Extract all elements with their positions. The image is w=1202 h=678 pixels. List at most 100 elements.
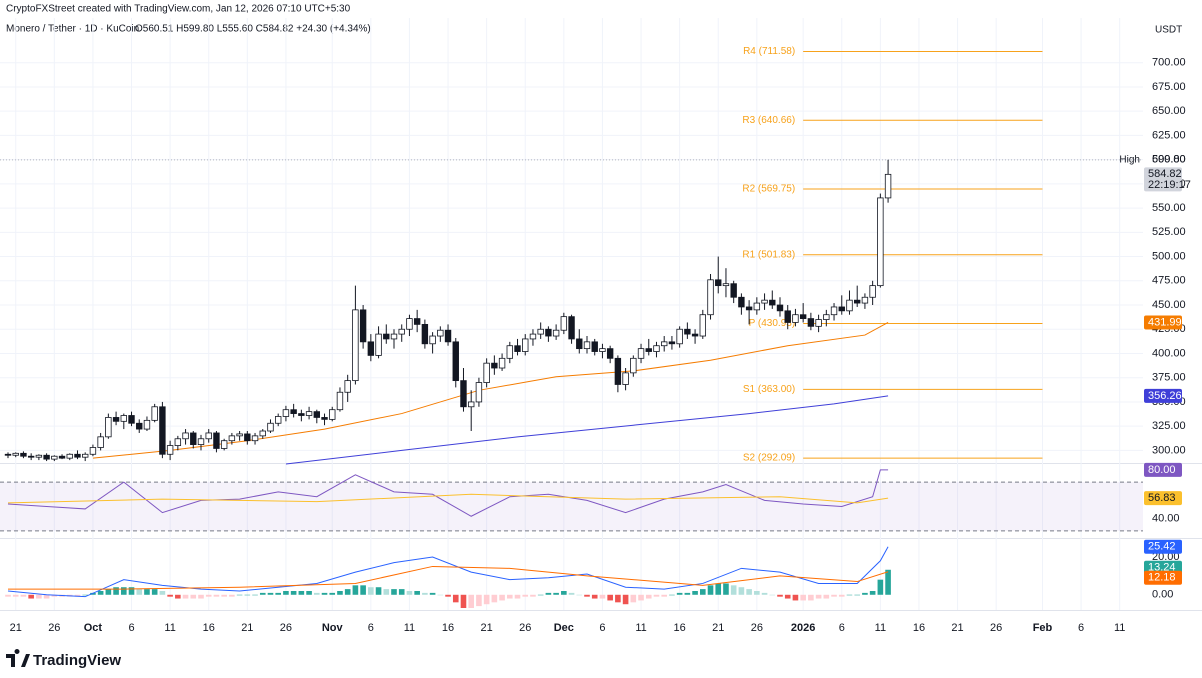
x-tick-label: 11 bbox=[635, 622, 646, 634]
candle-body bbox=[267, 422, 274, 432]
candle-body bbox=[282, 409, 290, 417]
last-price: 584.82 bbox=[1148, 168, 1182, 180]
candle-body bbox=[220, 440, 228, 449]
y-tick-label: 475.00 bbox=[1152, 275, 1186, 287]
x-tick-label: 11 bbox=[875, 622, 886, 634]
candle-body bbox=[305, 411, 313, 416]
candle-body bbox=[591, 341, 598, 352]
histogram-bar bbox=[259, 592, 266, 595]
histogram-bar bbox=[28, 594, 34, 599]
candle-body bbox=[321, 417, 328, 420]
histogram-bar bbox=[530, 594, 536, 597]
histogram-bar bbox=[808, 594, 814, 601]
candle-body bbox=[753, 302, 761, 311]
pivot-label: S2 (292.09) bbox=[743, 453, 795, 464]
candle-body bbox=[869, 285, 876, 298]
histogram-bar bbox=[653, 594, 660, 597]
pivot-label: S1 (363.00) bbox=[743, 384, 795, 395]
y-tick-label: 700.00 bbox=[1152, 57, 1186, 69]
histogram-bar bbox=[723, 583, 729, 595]
x-tick-label: 6 bbox=[368, 622, 374, 634]
histogram-bar bbox=[198, 594, 204, 599]
x-tick-label: 16 bbox=[442, 622, 454, 634]
candle-body bbox=[568, 316, 575, 340]
candle-body bbox=[784, 310, 791, 323]
histogram-bar bbox=[599, 594, 606, 599]
y-tick-label: 550.00 bbox=[1152, 202, 1186, 214]
ma-value: 356.26 bbox=[1148, 390, 1182, 402]
candle-body bbox=[653, 345, 660, 352]
pivot-label: R4 (711.58) bbox=[743, 46, 795, 57]
histogram-bar bbox=[445, 594, 451, 597]
candle-body bbox=[274, 416, 282, 424]
countdown: 22:19:17 bbox=[1148, 179, 1191, 191]
histogram-bar bbox=[375, 587, 382, 595]
rsi-line bbox=[7, 469, 889, 517]
histogram-bar bbox=[476, 594, 482, 607]
y-tick-label: 500.00 bbox=[1152, 250, 1186, 262]
histogram-bar bbox=[761, 592, 768, 595]
histogram-bar bbox=[483, 594, 490, 605]
x-tick-label: 11 bbox=[1114, 622, 1125, 634]
candle-body bbox=[136, 422, 143, 430]
candle-body bbox=[51, 455, 58, 460]
x-tick-label: 26 bbox=[751, 622, 763, 634]
histogram-bar bbox=[20, 594, 27, 597]
candle-body bbox=[359, 309, 367, 343]
histogram-bar bbox=[746, 589, 752, 595]
histogram-bar bbox=[700, 589, 706, 595]
histogram-bar bbox=[422, 592, 428, 595]
histogram-bar bbox=[460, 594, 467, 608]
histogram-bar bbox=[314, 592, 320, 595]
histogram-bar bbox=[298, 591, 305, 595]
histogram-bar bbox=[383, 589, 390, 595]
histogram-bar bbox=[229, 594, 235, 597]
candle-body bbox=[159, 406, 166, 455]
x-tick-label: 16 bbox=[674, 622, 686, 634]
candle-body bbox=[668, 341, 676, 345]
histogram-bar bbox=[792, 594, 799, 601]
x-tick-label: Feb bbox=[1033, 622, 1053, 634]
candle-body bbox=[684, 328, 691, 335]
candle-body bbox=[390, 333, 398, 340]
candle-body bbox=[699, 314, 706, 337]
candle-body bbox=[475, 382, 483, 403]
candle-body bbox=[236, 433, 243, 437]
candle-body bbox=[12, 452, 19, 456]
candle-body bbox=[645, 348, 652, 352]
candle-body bbox=[151, 406, 158, 421]
candle-body bbox=[429, 335, 436, 345]
candle-body bbox=[344, 380, 351, 393]
histogram-bar bbox=[738, 587, 745, 595]
candle-body bbox=[637, 348, 645, 359]
candle-body bbox=[522, 338, 529, 352]
histogram-bar bbox=[360, 585, 366, 595]
candle-body bbox=[776, 304, 784, 312]
candle-body bbox=[406, 318, 413, 330]
histogram-bar bbox=[429, 592, 436, 595]
candle-body bbox=[830, 306, 838, 316]
macd-line bbox=[7, 546, 889, 598]
histogram-bar bbox=[514, 594, 521, 599]
macd-value-bg bbox=[1144, 539, 1182, 554]
candle-body bbox=[676, 328, 683, 345]
histogram-bar bbox=[777, 594, 783, 597]
histogram-bar bbox=[128, 587, 135, 595]
candle-body bbox=[383, 333, 390, 340]
candle-body bbox=[197, 438, 205, 445]
histogram-bar bbox=[522, 594, 529, 597]
moving-average bbox=[285, 395, 889, 465]
candle-body bbox=[97, 436, 104, 448]
histogram-bar bbox=[244, 594, 251, 596]
x-tick-label: 6 bbox=[1078, 622, 1084, 634]
histogram-bar bbox=[5, 594, 11, 597]
histogram-bar bbox=[692, 591, 698, 595]
candle-body bbox=[715, 279, 722, 287]
x-tick-label: 6 bbox=[839, 622, 845, 634]
histogram-bar bbox=[715, 583, 722, 595]
histogram-bar bbox=[491, 594, 498, 603]
y-tick-label: 375.00 bbox=[1152, 372, 1186, 384]
y-tick-label: 650.00 bbox=[1152, 105, 1186, 117]
x-tick-label: Oct bbox=[84, 622, 103, 634]
histogram-bar bbox=[622, 594, 629, 605]
